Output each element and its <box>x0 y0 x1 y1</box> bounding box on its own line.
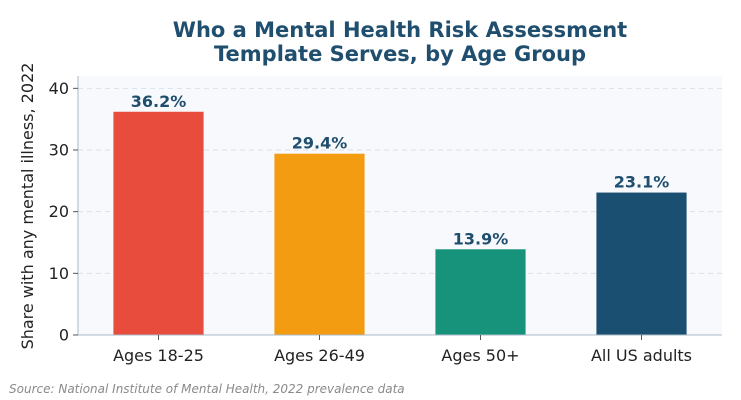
y-tick-label: 30 <box>49 141 69 160</box>
y-axis-label: Share with any mental illness, 2022 <box>18 63 37 350</box>
y-tick-label: 40 <box>49 79 69 98</box>
data-label: 29.4% <box>292 134 348 153</box>
bar-ages-50- <box>435 249 526 335</box>
y-tick-label: 0 <box>59 326 69 345</box>
data-label: 13.9% <box>453 229 509 248</box>
bar-all-us-adults <box>596 192 687 335</box>
x-tick-label: All US adults <box>591 346 692 365</box>
data-label: 23.1% <box>614 173 670 192</box>
bar-ages-18-25 <box>113 111 204 336</box>
y-tick-label: 20 <box>49 202 69 221</box>
bars: 36.2% 29.4% 13.9% 23.1% <box>113 92 687 336</box>
bar-ages-26-49 <box>274 153 365 335</box>
chart-title-line-1: Who a Mental Health Risk Assessment <box>173 18 627 42</box>
y-ticks: 0 10 20 30 40 <box>49 79 78 345</box>
chart-title-line-2: Template Serves, by Age Group <box>214 42 586 66</box>
x-tick-label: Ages 26-49 <box>274 346 365 365</box>
source-note: Source: National Institute of Mental Hea… <box>9 382 405 396</box>
y-tick-label: 10 <box>49 264 69 283</box>
x-tick-label: Ages 50+ <box>441 346 519 365</box>
data-label: 36.2% <box>131 92 187 111</box>
x-ticks: Ages 18-25 Ages 26-49 Ages 50+ All US adult… <box>113 335 692 365</box>
x-tick-label: Ages 18-25 <box>113 346 204 365</box>
